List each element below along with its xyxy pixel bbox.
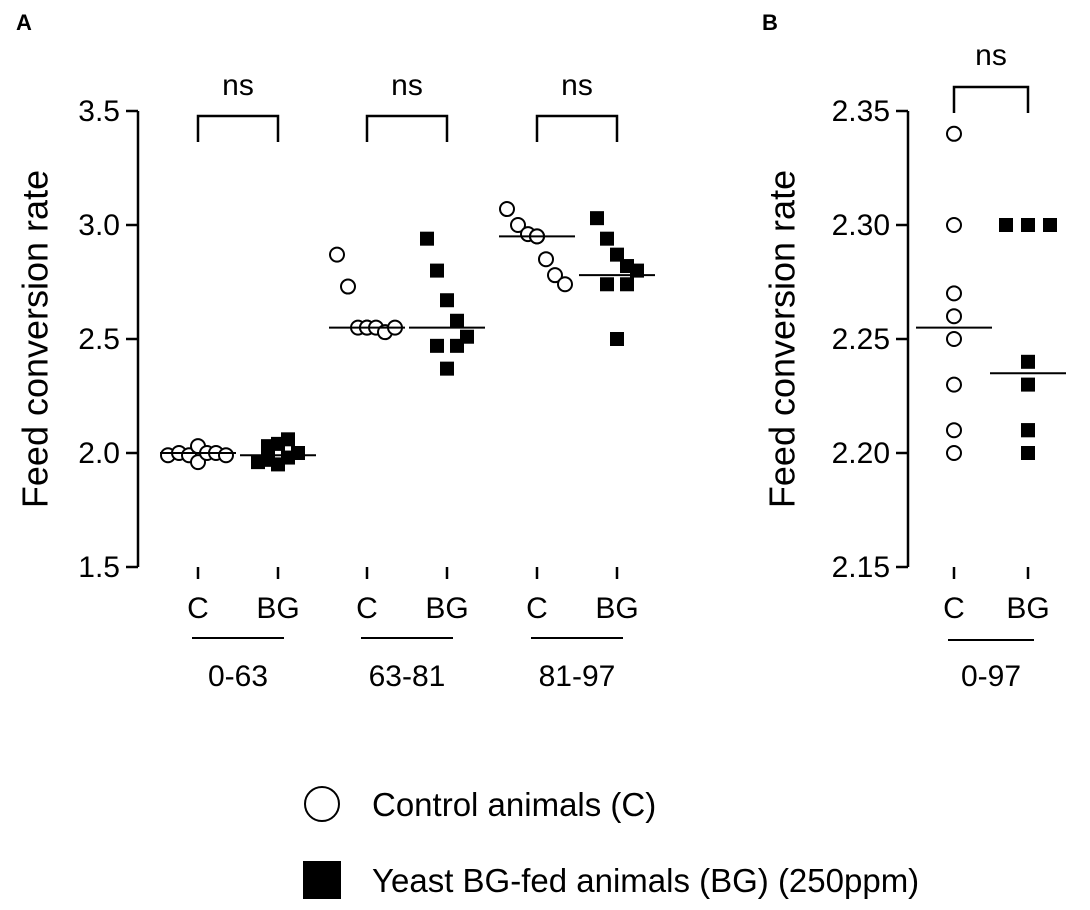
y-axis-label: Feed conversion rate [762, 170, 803, 508]
legend-marker-control [304, 786, 340, 822]
data-point-bg [1021, 218, 1035, 232]
data-point-bg [630, 263, 644, 278]
data-point-control [946, 285, 962, 302]
data-point-bg [600, 231, 614, 246]
y-axis-label: Feed conversion rate [15, 170, 56, 508]
y-tick-label: 3.5 [78, 95, 120, 128]
data-point-bg [590, 211, 604, 226]
x-tick-label: BG [595, 592, 638, 625]
data-point-control [499, 201, 515, 218]
significance-label: ns [561, 69, 593, 102]
data-point-control [946, 445, 962, 461]
data-point-control [946, 331, 962, 347]
data-point-bg [620, 277, 634, 292]
y-tick-label: 2.35 [832, 95, 890, 128]
significance-label: ns [391, 69, 423, 102]
x-tick-label: BG [256, 592, 299, 625]
significance-label: ns [222, 69, 254, 102]
x-tick-label: BG [1006, 592, 1049, 625]
data-point-bg [450, 313, 464, 328]
data-point-bg [430, 338, 444, 353]
period-label: 63-81 [369, 660, 446, 693]
x-tick-label: C [356, 592, 378, 625]
y-tick-label: 2.5 [78, 323, 120, 356]
x-tick-label: C [526, 592, 548, 625]
significance-bracket [365, 114, 449, 142]
panel-label: A [16, 10, 32, 35]
data-point-control [329, 246, 345, 263]
panel-label: B [762, 10, 778, 35]
data-point-control [547, 267, 563, 284]
data-point-control [218, 447, 234, 464]
data-point-control [340, 278, 356, 295]
data-point-bg [261, 439, 275, 454]
data-point-control [946, 308, 962, 325]
data-point-bg [440, 361, 454, 376]
period-label: 0-63 [208, 660, 268, 693]
data-point-control [946, 422, 962, 439]
panel-a: A Feed conversion rate 1.5 2.0 2.5 3.0 3.5 ns C B… [15, 10, 655, 693]
legend-label: Control animals (C) [372, 786, 656, 823]
data-point-control [538, 251, 554, 268]
data-point-control [946, 376, 962, 393]
y-tick-label: 2.25 [832, 323, 890, 356]
data-point-bg [440, 293, 454, 308]
y-tick-label: 1.5 [78, 551, 120, 584]
y-tick-label: 2.15 [832, 551, 890, 584]
data-point-bg [271, 457, 285, 472]
data-point-bg [1021, 354, 1035, 369]
data-point-bg [610, 332, 624, 346]
legend-label: Yeast BG-fed animals (BG) (250ppm) [372, 862, 919, 899]
period-label: 81-97 [539, 660, 616, 693]
data-point-bg [450, 338, 464, 353]
period-label: 0-97 [961, 660, 1021, 693]
y-tick-label: 3.0 [78, 209, 120, 242]
data-point-bg [1021, 423, 1035, 438]
x-tick-label: C [187, 592, 209, 625]
panel-b: B Feed conversion rate 2.15 2.20 2.25 2.30 2.3… [762, 10, 1066, 693]
y-tick-label: 2.0 [78, 437, 120, 470]
significance-label: ns [975, 39, 1007, 72]
data-point-bg [281, 432, 295, 447]
y-tick-label: 2.30 [832, 209, 890, 242]
significance-bracket [535, 114, 619, 142]
data-point-bg [600, 277, 614, 292]
legend-marker-bg [303, 861, 341, 899]
data-point-bg [430, 263, 444, 278]
x-tick-label: C [943, 592, 965, 625]
y-tick-label: 2.20 [832, 437, 890, 470]
data-point-bg [999, 218, 1013, 232]
data-point-control [510, 217, 526, 233]
significance-bracket [952, 85, 1030, 113]
data-point-control [557, 276, 573, 293]
significance-bracket [196, 114, 280, 142]
legend: Control animals (C) Yeast BG-fed animals … [303, 786, 919, 899]
data-point-control [946, 125, 962, 142]
data-point-bg [1021, 446, 1035, 460]
data-point-bg [1043, 218, 1057, 232]
data-point-bg [420, 231, 434, 246]
data-point-control [946, 217, 962, 233]
data-point-bg [1021, 377, 1035, 392]
x-tick-label: BG [425, 592, 468, 625]
data-point-bg [610, 247, 624, 262]
